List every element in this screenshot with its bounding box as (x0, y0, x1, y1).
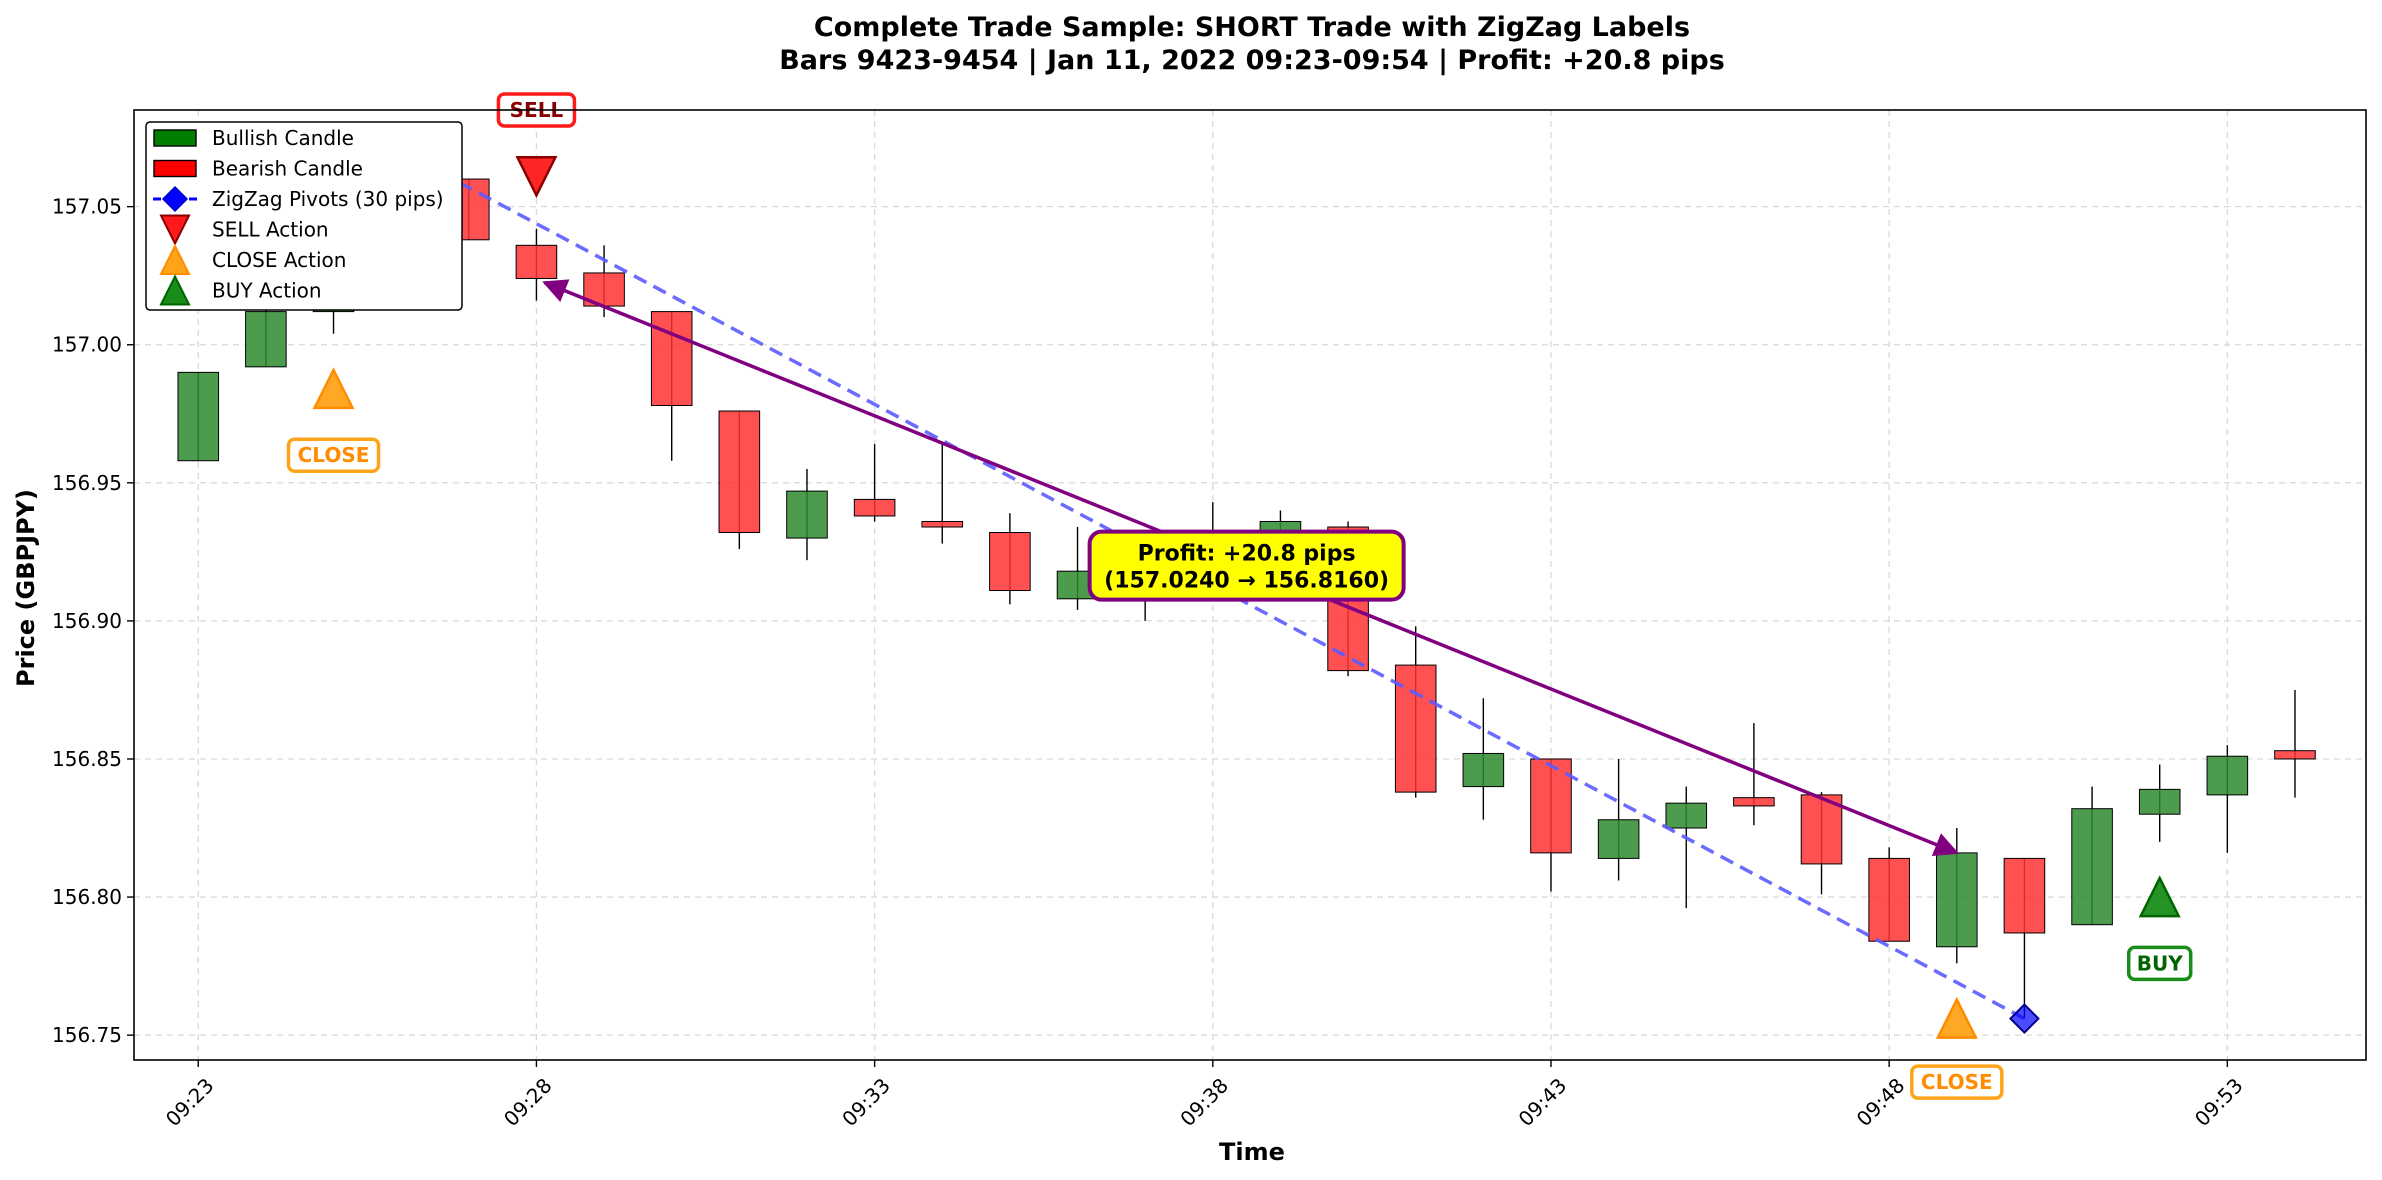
close-action: CLOSE (1910, 996, 2004, 1100)
legend-label: Bearish Candle (212, 157, 363, 181)
action-label-box (2126, 945, 2193, 982)
chart-title-line2: Bars 9423-9454 | Jan 11, 2022 09:23-09:5… (779, 45, 1725, 76)
y-tick-label: 157.05 (52, 195, 122, 219)
y-tick-label: 156.90 (52, 609, 122, 633)
candle-body (650, 311, 693, 406)
candle-body (786, 490, 828, 539)
bearish-candle (921, 441, 964, 544)
bearish-candle (2274, 689, 2316, 798)
x-tick-label: 09:48 (1852, 1073, 1910, 1131)
bullish-candle (1597, 758, 1640, 881)
bearish-candle (1733, 723, 1775, 826)
action-label: CLOSE (298, 443, 370, 467)
bearish-candle (515, 228, 558, 301)
candle-body (2206, 755, 2249, 796)
y-tick-label: 156.95 (52, 471, 122, 495)
x-tick-label: 09:38 (1175, 1073, 1233, 1131)
legend-entry-bullish: Bullish Candle (153, 126, 354, 150)
sell-marker (515, 156, 558, 199)
x-tick-label: 09:28 (499, 1073, 557, 1131)
bullish-candle (2138, 764, 2181, 842)
candle-body (515, 244, 558, 279)
close-action: CLOSE (286, 367, 381, 473)
bearish-candle (1868, 847, 1910, 942)
y-tick-label: 156.85 (52, 747, 122, 771)
candle-body (1733, 797, 1775, 807)
profit-annotation-line1: Profit: +20.8 pips (1138, 542, 1356, 567)
y-tick-label: 156.80 (52, 885, 122, 909)
legend-label: BUY Action (212, 279, 322, 303)
legend-entry-close: CLOSE Action (159, 243, 346, 275)
legend-label: ZigZag Pivots (30 pips) (212, 187, 444, 211)
x-tick-label: 09:23 (161, 1073, 219, 1131)
legend-label: SELL Action (212, 218, 329, 242)
candle-body (245, 311, 287, 368)
legend-entry-buy: BUY Action (159, 274, 322, 306)
candle-body (1597, 819, 1640, 859)
profit-annotation: Profit: +20.8 pips(157.0240 → 156.8160) (1087, 529, 1406, 602)
candle-body (2003, 857, 2046, 934)
candle-body (1936, 852, 1978, 948)
legend: Bullish Candle Bearish Candle ZigZag Pivot… (145, 121, 463, 311)
y-tick-label: 156.75 (52, 1023, 122, 1047)
bullish-candle (1665, 786, 1708, 909)
bearish-candle (2003, 857, 2046, 1019)
candle-body (177, 371, 220, 462)
x-axis-label: Time (1219, 1138, 1285, 1166)
bullish-candle (1462, 698, 1505, 820)
bullish-candle (2206, 745, 2249, 853)
buy-marker (2138, 875, 2181, 918)
candle-body (921, 520, 964, 528)
legend-label: CLOSE Action (212, 248, 346, 272)
legend-swatch (159, 274, 191, 306)
action-label-box (1910, 1064, 2004, 1100)
bearish-candle (718, 410, 761, 550)
bearish-candle (1530, 758, 1572, 892)
profit-annotation-line2: (157.0240 → 156.8160) (1104, 569, 1389, 594)
candle-body (853, 498, 896, 517)
candle-body (2071, 808, 2113, 926)
bearish-candle (1800, 792, 1843, 895)
bearish-candle (989, 513, 1031, 605)
buy-action: BUY (2126, 875, 2193, 982)
legend-swatch (159, 243, 191, 275)
legend-label: Bullish Candle (212, 126, 354, 150)
candle-body (1868, 857, 1910, 942)
candle-body (1665, 802, 1708, 829)
x-tick-label: 09:33 (837, 1073, 895, 1131)
y-axis-label: Price (GBPJPY) (12, 489, 40, 687)
candle-body (718, 410, 761, 534)
legend-entry-zigzag: ZigZag Pivots (30 pips) (153, 185, 444, 213)
bullish-candle (2071, 786, 2113, 926)
y-tick-label: 157.00 (52, 333, 122, 357)
candle-body (2138, 788, 2181, 815)
candle-body (1462, 752, 1505, 788)
action-label: CLOSE (1921, 1070, 1993, 1094)
legend-swatch (159, 214, 191, 246)
legend-entry-sell: SELL Action (159, 214, 329, 246)
profit-annotation-box (1087, 529, 1406, 602)
x-tick-label: 09:43 (1514, 1073, 1572, 1131)
legend-swatch (153, 159, 197, 178)
candle-body (1530, 758, 1572, 854)
chart-title-line1: Complete Trade Sample: SHORT Trade with … (814, 12, 1690, 43)
x-tick-label: 09:53 (2190, 1073, 2248, 1131)
close-marker (1935, 996, 1978, 1039)
legend-swatch (161, 185, 189, 213)
zigzag-pivot-marker (2009, 1003, 2040, 1034)
legend-box (145, 121, 463, 311)
legend-entry-bearish: Bearish Candle (153, 157, 363, 181)
close-marker (312, 367, 355, 410)
bearish-candle (1394, 626, 1437, 798)
action-label: BUY (2137, 951, 2183, 975)
action-label-box (286, 437, 381, 473)
bullish-candle (177, 371, 220, 462)
candle-body (2274, 750, 2316, 760)
legend-swatch (153, 129, 197, 147)
plot-frame (133, 109, 2367, 1061)
candle-body (989, 532, 1031, 592)
